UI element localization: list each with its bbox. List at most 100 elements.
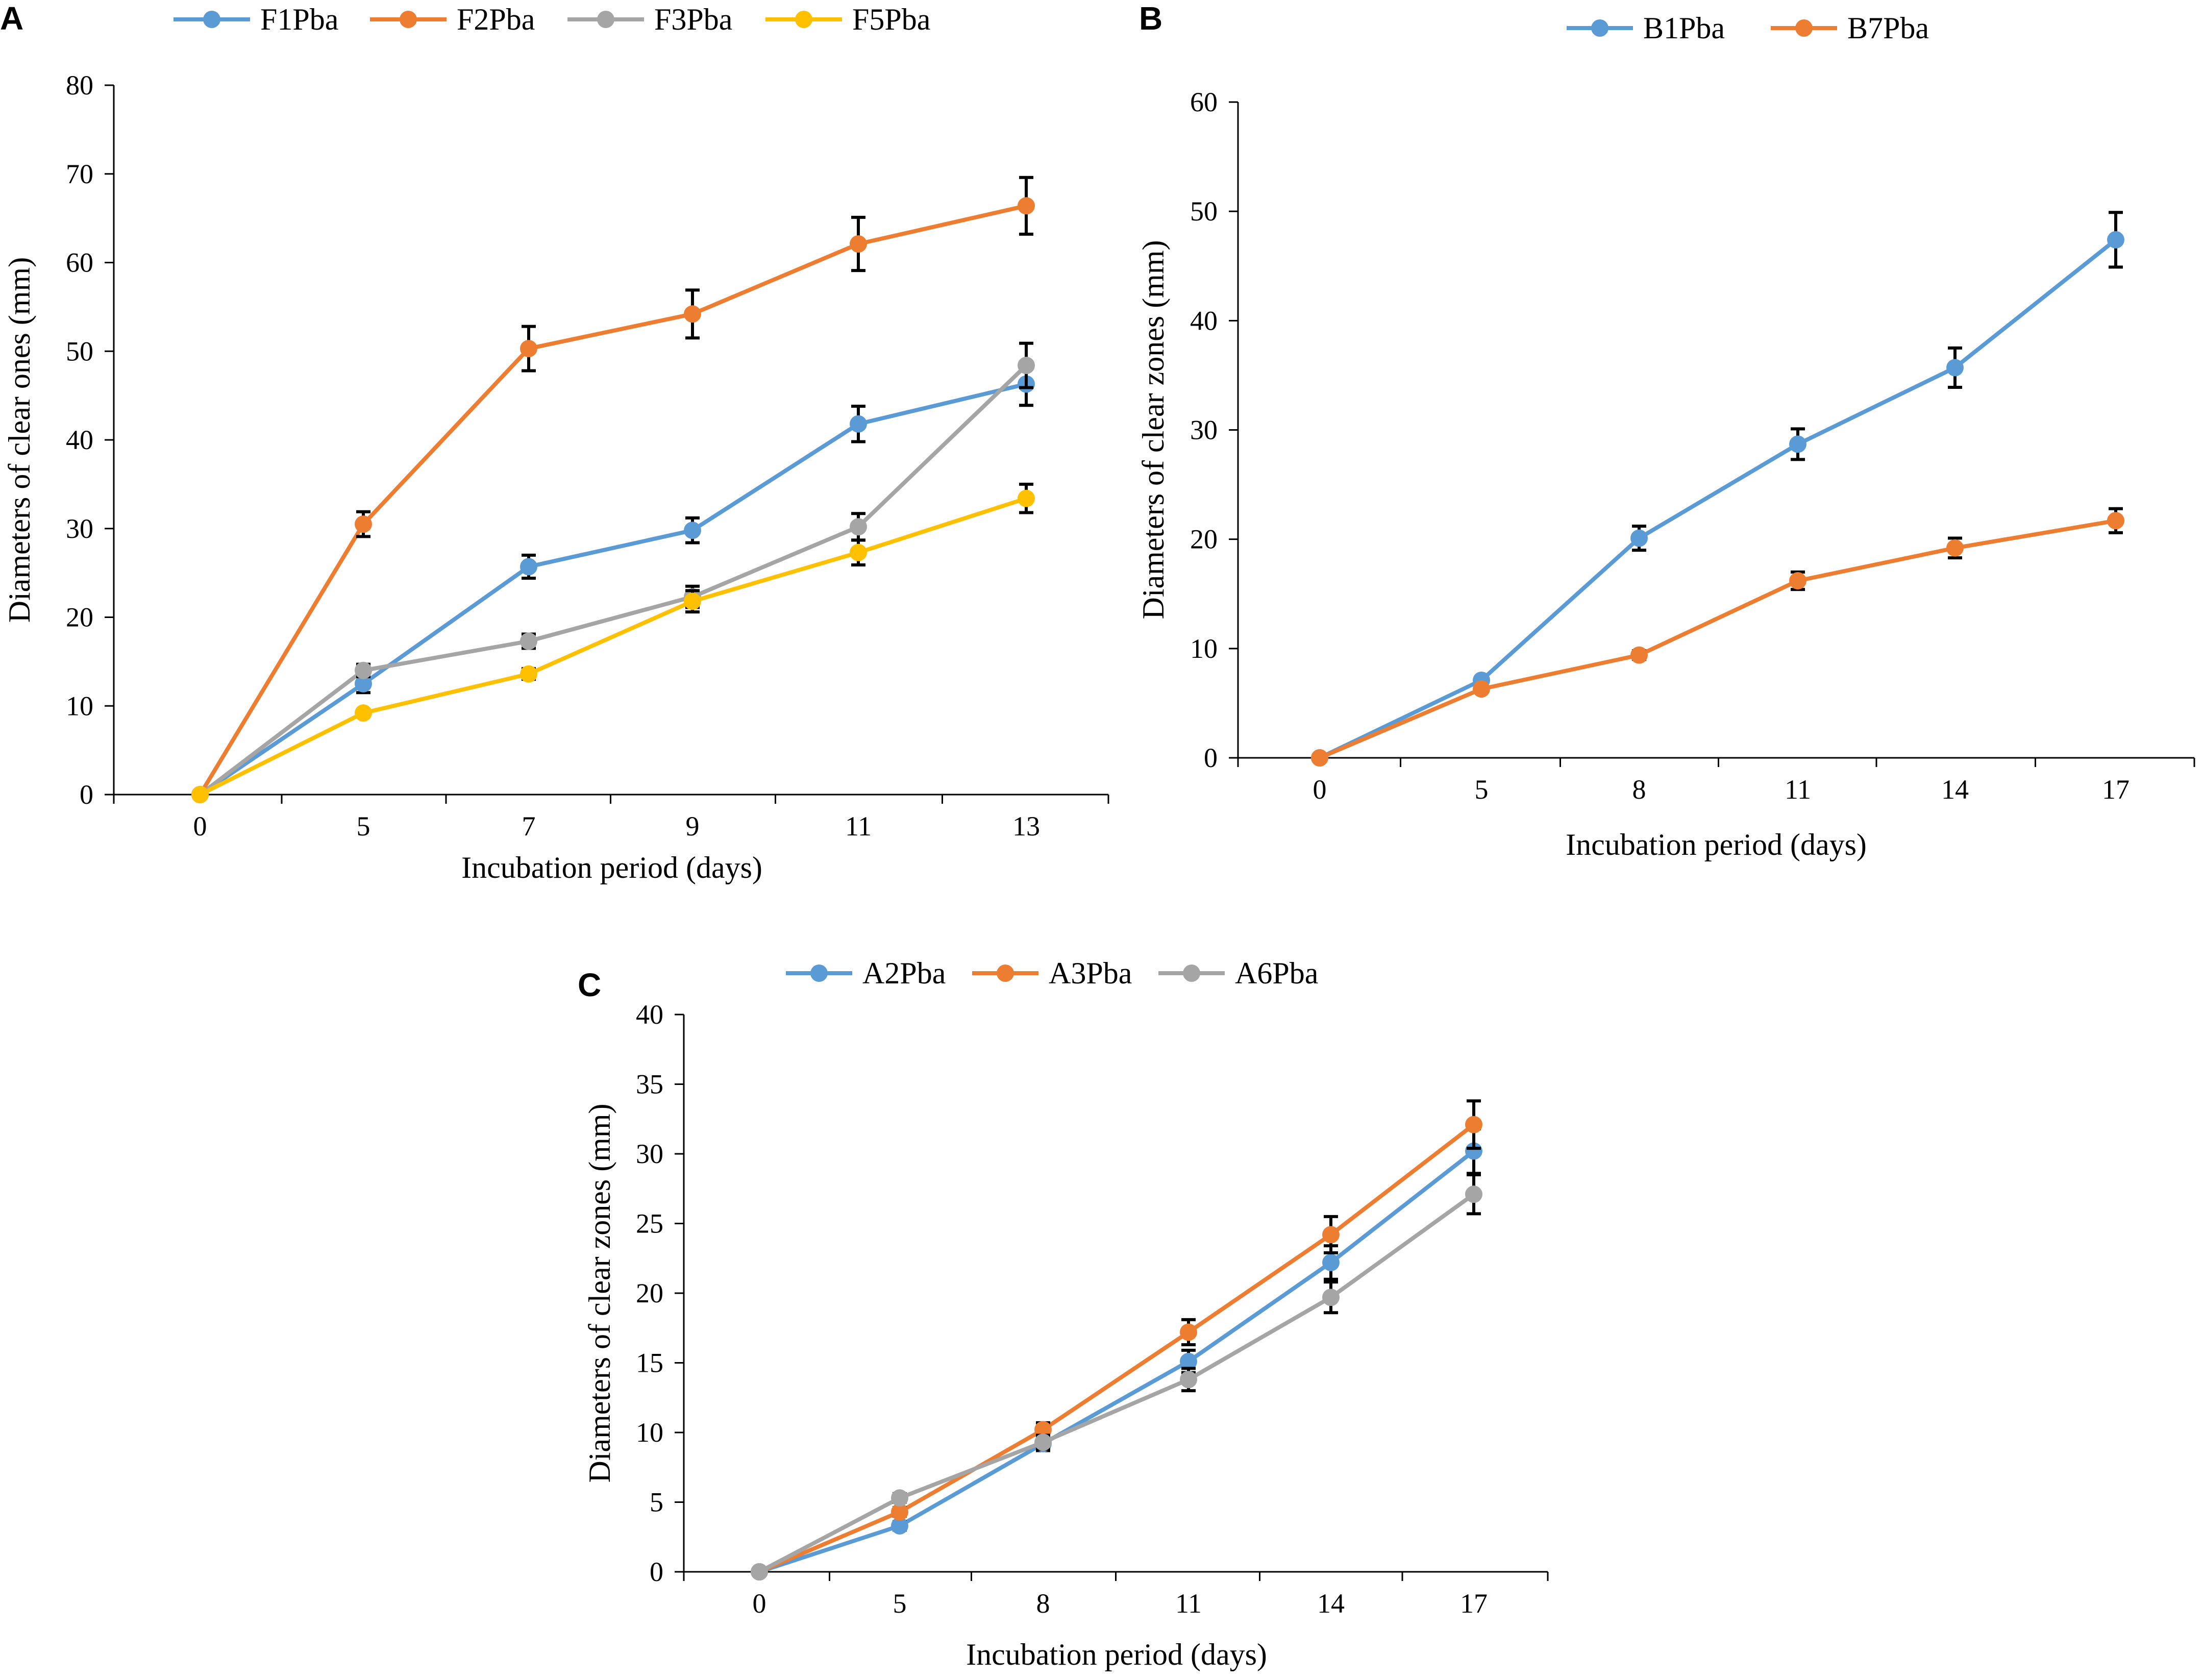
y-tick-label: 25 [636,1208,663,1239]
legend-item: F1Pba [174,3,338,36]
data-point [520,665,537,683]
legend-swatch-marker [203,11,220,28]
x-tick-label: 8 [1632,774,1646,805]
legend-swatch-marker [1183,965,1200,982]
x-tick-label: 7 [522,811,536,842]
legend-item: B7Pba [1771,11,1929,45]
data-point [1180,1323,1197,1341]
legend-item: F5Pba [765,3,930,36]
x-tick-label: 0 [753,1588,766,1619]
data-point [2107,512,2124,530]
y-axis-ticks: 0 10 20 30 40 50 60 70 80 [66,70,114,810]
data-point [1630,646,1648,664]
legend-swatch-marker [997,965,1014,982]
data-point [1180,1352,1197,1370]
legend-label: A3Pba [1049,956,1132,990]
y-tick-label: 40 [636,999,663,1030]
x-tick-label: 5 [893,1588,907,1619]
y-axis-ticks: 0 5 10 15 20 25 30 35 40 [636,999,684,1587]
x-axis-ticks: 0 5 8 11 14 17 [1237,758,2195,805]
series-B7Pba [1311,507,2124,767]
legend: F1Pba F2Pba F3Pba F5Pba [174,3,930,36]
data-point [684,305,701,323]
data-point [1465,1142,1482,1160]
y-tick-label: 60 [66,248,93,278]
x-tick-label: 0 [1313,774,1327,805]
legend-label: B7Pba [1847,11,1929,45]
y-tick-label: 80 [66,70,93,101]
series-line [198,204,1028,797]
series-line [198,363,1028,797]
x-tick-label: 11 [845,811,872,842]
panel-letter: B [1139,0,1162,37]
data-point [1322,1253,1340,1271]
data-point [1322,1289,1340,1306]
data-point [2107,231,2124,249]
data-point [1018,357,1035,375]
y-tick-label: 10 [66,690,93,721]
legend-item: F2Pba [370,3,535,36]
data-point [684,592,701,610]
x-tick-label: 0 [193,811,207,842]
y-tick-label: 0 [1204,743,1218,773]
y-axis-title: Diameters of clear ones (mm) [3,257,36,623]
x-tick-label: 17 [1460,1588,1488,1619]
data-point [850,235,867,253]
y-tick-label: 40 [1190,305,1218,336]
x-tick-label: 13 [1012,811,1040,842]
legend-label: F1Pba [260,3,338,36]
x-tick-label: 5 [357,811,370,842]
legend-item: A6Pba [1158,956,1318,990]
x-axis-ticks: 0 5 8 11 14 17 [683,1572,1549,1619]
data-point [891,1517,908,1535]
series-layer [191,176,1035,803]
series-B1Pba [1311,211,2124,767]
series-line [198,382,1028,797]
data-point [850,543,867,561]
y-tick-label: 20 [1190,524,1218,555]
data-point [355,661,372,679]
y-tick-label: 50 [66,336,93,366]
y-tick-label: 0 [80,779,93,810]
legend-item: B1Pba [1567,11,1725,45]
data-point [520,340,537,358]
y-tick-label: 20 [66,602,93,633]
y-axis-title: Diameters of clear zones (mm) [1136,240,1170,620]
legend-label: A2Pba [862,956,946,990]
series-layer [1311,211,2124,767]
y-tick-label: 60 [1190,87,1218,117]
legend: A2Pba A3Pba A6Pba [786,956,1318,990]
y-tick-label: 0 [650,1557,663,1587]
legend-item: F3Pba [567,3,732,36]
data-point [891,1503,908,1521]
data-point [850,518,867,536]
x-axis-title: Incubation period (days) [1566,828,1867,861]
x-tick-label: 9 [686,811,700,842]
y-tick-label: 5 [650,1487,663,1518]
x-tick-label: 11 [1175,1588,1202,1619]
data-point [355,515,372,533]
x-tick-label: 17 [2102,774,2130,805]
data-point [1465,1116,1482,1133]
x-tick-label: 14 [1317,1588,1345,1619]
legend-swatch-marker [400,11,417,28]
series-line [198,496,1028,797]
data-point [1034,1434,1052,1451]
legend-swatch-marker [810,965,828,982]
data-point [1946,359,1964,377]
chart-panel-b: B B1Pba B7Pba 0 10 20 30 40 50 60 0 5 8 11 14 17 Inc… [1136,0,2195,861]
series-A2Pba [751,1127,1482,1580]
x-axis-title: Incubation period (days) [461,851,762,884]
y-tick-label: 50 [1190,196,1218,227]
series-A3Pba [751,1099,1482,1580]
series-F5Pba [191,482,1035,803]
y-tick-label: 30 [1190,415,1218,446]
x-tick-label: 11 [1785,774,1811,805]
y-tick-label: 30 [66,513,93,544]
legend-swatch-marker [1591,19,1608,37]
data-point [1180,1371,1197,1389]
data-point [520,632,537,650]
legend-item: A3Pba [972,956,1132,990]
data-point [891,1489,908,1507]
